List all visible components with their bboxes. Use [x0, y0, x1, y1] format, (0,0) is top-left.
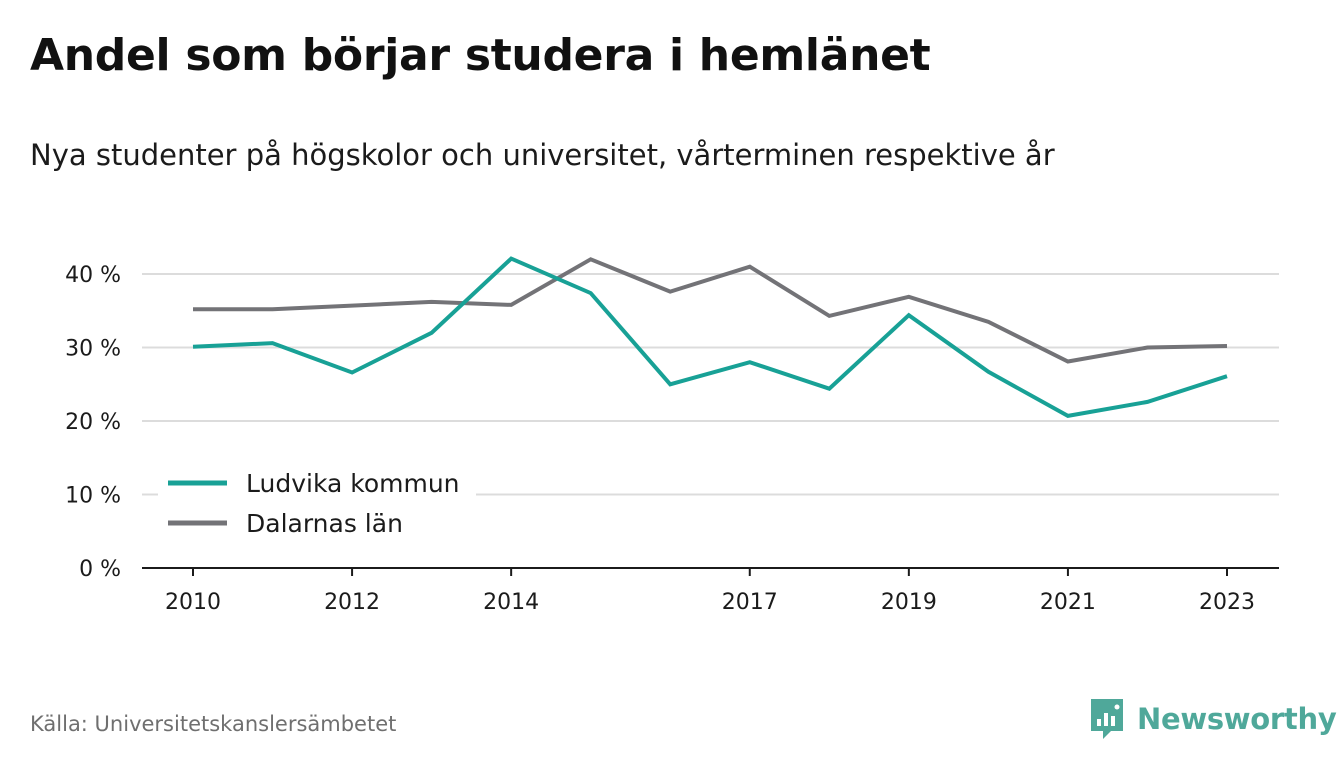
y-tick-label: 0 % [79, 557, 121, 582]
y-tick-label: 10 % [65, 484, 121, 509]
legend-label: Dalarnas län [246, 509, 403, 538]
chart-subtitle: Nya studenter på högskolor och universit… [30, 138, 1055, 172]
x-tick-label: 2012 [324, 590, 380, 615]
x-tick-label: 2019 [881, 590, 937, 615]
x-tick-label: 2010 [165, 590, 221, 615]
legend-label: Ludvika kommun [246, 469, 460, 498]
y-tick-label: 40 % [65, 263, 121, 288]
y-tick-label: 20 % [65, 410, 121, 435]
legend-background [158, 461, 476, 545]
series-lines [192, 256, 1228, 418]
legend: Ludvika kommun Dalarnas län [158, 461, 476, 545]
chart-title: Andel som börjar studera i hemlänet [30, 30, 931, 81]
x-tick-label: 2014 [483, 590, 539, 615]
newsworthy-logo-icon [1091, 699, 1123, 739]
line-chart: 0 % 10 % 20 % 30 % 40 % 2010 2012 2014 2017 2019… [65, 256, 1279, 615]
y-tick-label: 30 % [65, 337, 121, 362]
x-axis: 2010 2012 2014 2017 2019 2021 2023 [142, 567, 1279, 615]
x-tick-label: 2017 [722, 590, 778, 615]
series-line-dalarna [193, 257, 1228, 364]
x-tick-label: 2021 [1040, 590, 1096, 615]
source-note: Källa: Universitetskanslersämbetet [30, 712, 397, 736]
series-line-ludvika [192, 256, 1228, 418]
brand-logo: Newsworthy [1089, 697, 1337, 741]
brand-name: Newsworthy [1137, 702, 1337, 736]
grid-lines: 0 % 10 % 20 % 30 % 40 % [65, 263, 1279, 582]
x-tick-label: 2023 [1199, 590, 1255, 615]
